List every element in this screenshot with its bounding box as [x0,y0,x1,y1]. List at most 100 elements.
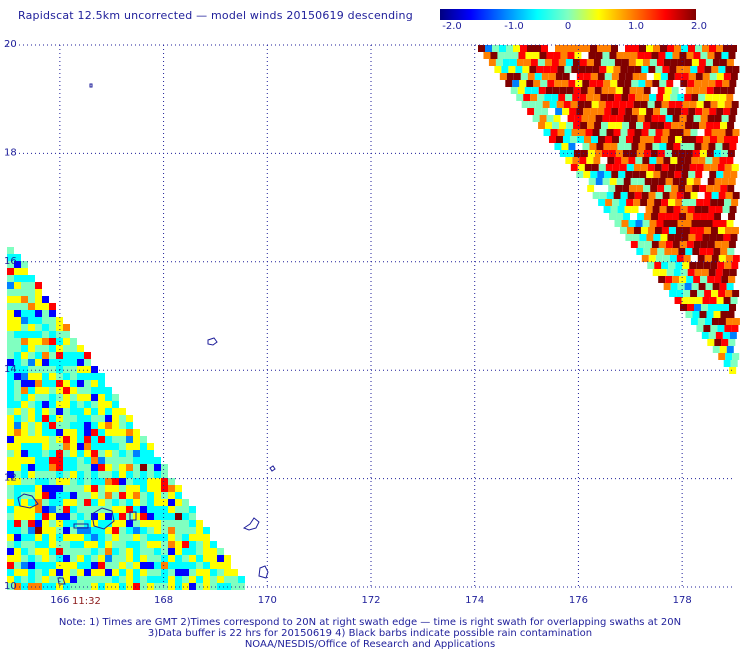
wind-cell [28,429,35,436]
wind-cell [725,66,733,73]
footnote-line-1: Note: 1) Times are GMT 2)Times correspon… [58,617,682,628]
wind-cell [77,380,84,387]
wind-cell [77,429,84,436]
wind-cell [105,443,112,450]
wind-cell [666,206,674,213]
wind-cell [14,324,21,331]
wind-cell [56,520,63,527]
wind-cell [63,478,70,485]
wind-cell [653,45,660,52]
wind-cell [663,220,671,227]
wind-cell [676,129,684,136]
wind-cell [653,234,661,241]
wind-cell [7,471,14,478]
wind-cell [7,380,14,387]
wind-cell [105,583,112,590]
wind-cell [7,289,14,296]
wind-cell [700,178,708,185]
wind-cell [133,492,140,499]
wind-cell [70,345,77,352]
wind-cell [140,527,147,534]
wind-cell [697,129,705,136]
wind-cell [77,450,84,457]
wind-cell [580,87,588,94]
wind-cell [105,471,112,478]
wind-cell [7,401,14,408]
wind-cell [678,248,686,255]
wind-cell [112,436,119,443]
wind-cell [91,422,98,429]
wind-cell [49,422,56,429]
wind-cell [161,506,168,513]
wind-cell [70,338,77,345]
wind-cell [63,492,70,499]
wind-cell [683,129,691,136]
wind-cell [620,192,628,199]
wind-cell [133,436,140,443]
wind-cell [21,576,28,583]
wind-cell [720,185,728,192]
wind-cell [636,122,644,129]
wind-cell [14,492,21,499]
wind-cell [579,59,587,66]
wind-cell [583,45,590,52]
wind-cell [697,192,705,199]
wind-cell [705,220,713,227]
wind-cell [688,136,696,143]
wind-cell [42,366,49,373]
wind-cell [21,282,28,289]
wind-cell [614,220,622,227]
wind-cell [639,108,647,115]
wind-cell [709,234,717,241]
wind-cell [49,583,56,590]
wind-cell [112,562,119,569]
colorbar-label-pos1: 1.0 [628,21,644,32]
wind-cell [49,338,56,345]
wind-cell [501,66,509,73]
wind-cell [84,513,91,520]
lat-tick-label: 14 [4,364,17,375]
wind-cell [605,199,613,206]
wind-cell [707,339,715,346]
wind-cell [535,101,543,108]
wind-cell [620,129,628,136]
wind-cell [636,87,644,94]
wind-cell [35,499,42,506]
wind-cell [49,562,56,569]
wind-cell [63,569,70,576]
wind-cell [14,464,21,471]
wind-cell [21,443,28,450]
wind-cell [168,478,175,485]
wind-cell [189,548,196,555]
wind-cell [140,534,147,541]
wind-cell [56,401,63,408]
wind-cell [708,143,716,150]
wind-cell [35,513,42,520]
wind-cell [499,73,507,80]
wind-cell [203,555,210,562]
wind-cell [541,108,549,115]
wind-cell [680,143,688,150]
wind-cell [689,199,697,206]
wind-cell [49,401,56,408]
wind-cell [21,569,28,576]
wind-cell [7,443,14,450]
wind-cell [42,562,49,569]
wind-cell [728,339,736,346]
wind-cell [495,59,503,66]
wind-cell [14,513,21,520]
wind-cell [555,73,563,80]
wind-cell [14,303,21,310]
wind-cell [646,45,653,52]
wind-cell [723,297,731,304]
wind-cell [515,66,523,73]
wind-cell [119,555,126,562]
wind-cell [632,73,640,80]
wind-cell [718,66,726,73]
wind-cell [147,492,154,499]
wind-cell [168,541,175,548]
wind-cell [63,464,70,471]
lat-tick-label: 12 [4,473,17,484]
wind-cell [693,178,701,185]
wind-cell [70,464,77,471]
